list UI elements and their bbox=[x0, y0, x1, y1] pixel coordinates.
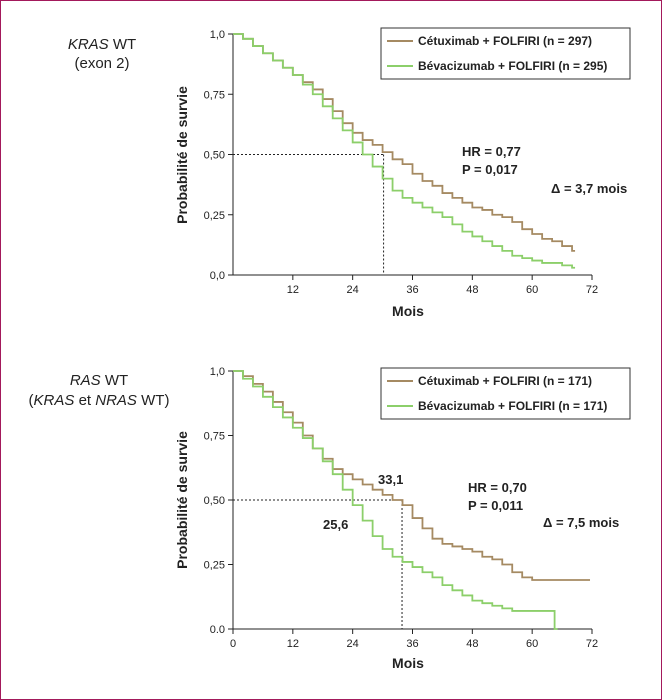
x-tick-label: 48 bbox=[466, 284, 478, 296]
legend-box bbox=[380, 367, 631, 420]
y-tick-label: 0,25 bbox=[204, 560, 225, 572]
panel-title-et: et bbox=[74, 392, 95, 409]
legend: Cétuximab + FOLFIRI (n = 297) Bévacizuma… bbox=[380, 27, 631, 80]
x-axis-title: Mois bbox=[392, 655, 424, 671]
panel-title-line1: RAS WT bbox=[70, 372, 128, 389]
panel-title-nras: NRAS bbox=[95, 392, 137, 409]
survival-curve-cetuximab bbox=[233, 370, 591, 581]
x-tick-label: 72 bbox=[586, 638, 598, 650]
legend: Cétuximab + FOLFIRI (n = 171) Bévacizuma… bbox=[380, 367, 631, 420]
survival-curve-bevacizumab bbox=[233, 33, 576, 269]
median-bevacizumab-label: 25,6 bbox=[323, 517, 348, 532]
panel-title-rest: WT bbox=[101, 372, 129, 389]
x-tick-label: 48 bbox=[466, 638, 478, 650]
x-tick-label: 0 bbox=[230, 638, 236, 650]
p-value: P = 0,011 bbox=[468, 498, 523, 513]
panel-title-italic: RAS bbox=[70, 372, 101, 389]
y-axis-title: Probabilité de survie bbox=[174, 86, 190, 224]
x-tick-label: 60 bbox=[526, 284, 538, 296]
x-tick-label: 60 bbox=[526, 638, 538, 650]
x-tick-label: 24 bbox=[347, 284, 359, 296]
y-tick-label: 0,50 bbox=[204, 495, 225, 507]
median-difference: Δ = 7,5 mois bbox=[543, 515, 619, 530]
x-tick-label: 12 bbox=[287, 638, 299, 650]
survival-curve-bevacizumab bbox=[233, 370, 558, 630]
panel-title-line1: KRAS WT bbox=[68, 36, 136, 53]
panel-title-kras: KRAS bbox=[34, 392, 75, 409]
y-tick-label: 0,25 bbox=[204, 210, 225, 222]
y-axis-title: Probabilité de survie bbox=[174, 431, 190, 569]
legend-label-bevacizumab: Bévacizumab + FOLFIRI (n = 295) bbox=[418, 59, 607, 73]
legend-label-bevacizumab: Bévacizumab + FOLFIRI (n = 171) bbox=[418, 399, 607, 413]
x-axis-title: Mois bbox=[392, 303, 424, 319]
y-tick-label: 0,0 bbox=[210, 270, 225, 282]
panel-kras-wt: KRAS WT (exon 2) Probabilité de survie M… bbox=[68, 27, 631, 319]
y-tick-label: 0,75 bbox=[204, 89, 225, 101]
legend-label-cetuximab: Cétuximab + FOLFIRI (n = 297) bbox=[418, 34, 592, 48]
y-tick-label: 1,0 bbox=[210, 366, 225, 378]
x-tick-label: 24 bbox=[347, 638, 359, 650]
legend-box bbox=[380, 27, 631, 80]
hazard-ratio: HR = 0,70 bbox=[468, 480, 527, 495]
y-tick-label: 0.0 bbox=[210, 624, 225, 636]
panel-title-italic: KRAS bbox=[68, 36, 109, 53]
y-tick-label: 1,0 bbox=[210, 29, 225, 41]
hazard-ratio: HR = 0,77 bbox=[462, 144, 521, 159]
panel-title-rest: WT bbox=[109, 36, 137, 53]
panel-title-line2: (exon 2) bbox=[74, 55, 129, 72]
y-tick-label: 0,50 bbox=[204, 150, 225, 162]
p-value: P = 0,017 bbox=[462, 162, 518, 177]
legend-label-cetuximab: Cétuximab + FOLFIRI (n = 171) bbox=[418, 374, 592, 388]
median-cetuximab-label: 33,1 bbox=[378, 472, 403, 487]
panel-title-open-paren: ( bbox=[29, 392, 34, 409]
y-tick-label: 0,75 bbox=[204, 431, 225, 443]
panel-ras-wt: RAS WT (KRAS et NRAS WT) Probabilité de … bbox=[29, 366, 631, 671]
median-difference: Δ = 3,7 mois bbox=[551, 181, 627, 196]
x-tick-label: 72 bbox=[586, 284, 598, 296]
panel-title-close: WT) bbox=[137, 392, 169, 409]
x-tick-label: 12 bbox=[287, 284, 299, 296]
x-tick-label: 36 bbox=[406, 284, 418, 296]
x-tick-label: 36 bbox=[406, 638, 418, 650]
panel-title-line2: (KRAS et NRAS WT) bbox=[29, 392, 170, 409]
